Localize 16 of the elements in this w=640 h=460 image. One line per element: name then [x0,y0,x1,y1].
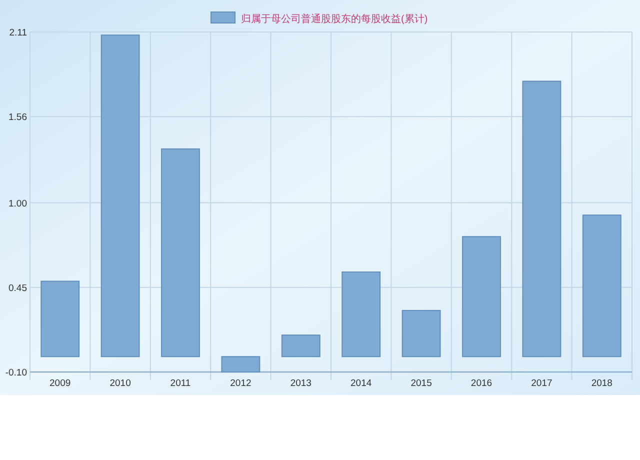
x-tick-label: 2016 [470,378,492,389]
legend-label: 归属于母公司普通股股东的每股收益(累计) [241,13,428,25]
y-tick-label: 2.11 [9,28,27,38]
x-tick-label: 2009 [50,378,71,389]
x-tick-label: 2014 [350,378,372,389]
y-tick-label: 0.45 [8,282,27,294]
x-tick-label: 2013 [290,378,312,389]
x-tick-label: 2012 [230,378,252,389]
y-tick-label: -0.10 [5,368,27,378]
y-tick-label: 1.00 [8,198,27,210]
y-tick-label: 1.56 [8,112,27,124]
x-tick-label: 2017 [531,378,552,389]
x-tick-label: 2015 [410,378,432,389]
x-tick-label: 2011 [170,378,191,389]
x-tick-label: 2010 [110,378,131,389]
x-tick-label: 2018 [591,378,612,389]
